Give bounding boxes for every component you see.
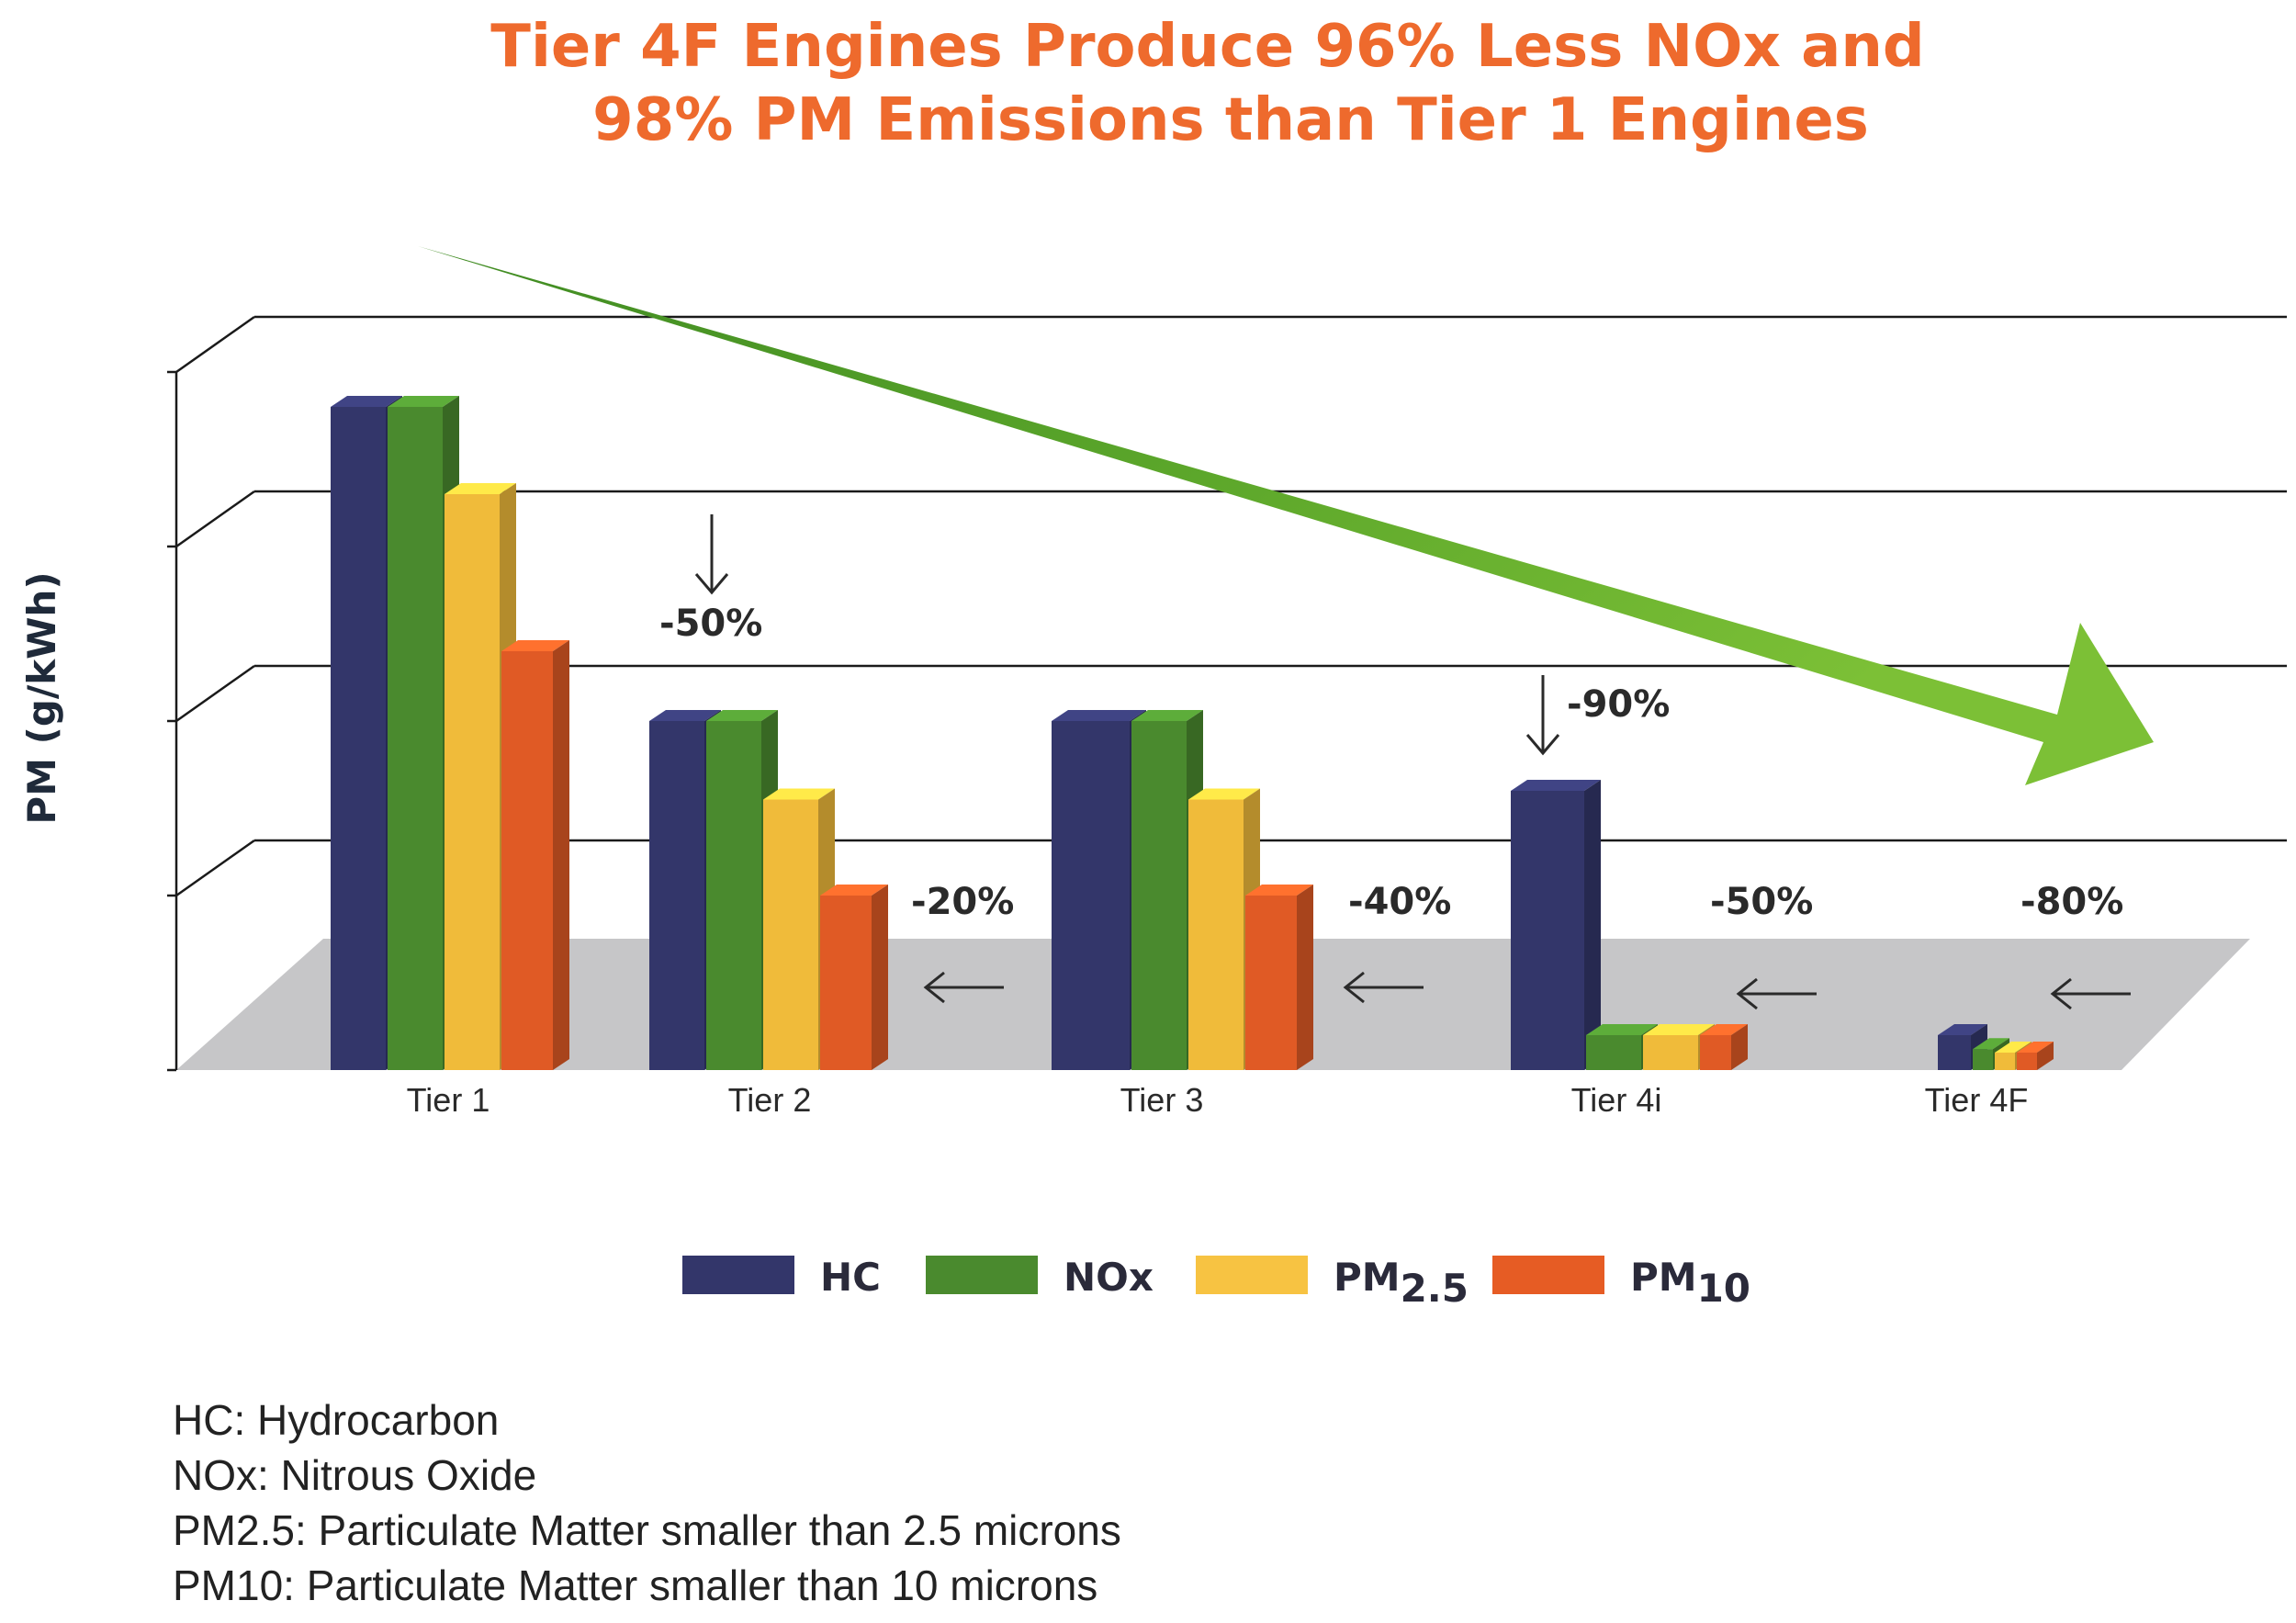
down-arrow-icon — [1525, 675, 1560, 756]
x-tick-label: Tier 1 — [407, 1081, 490, 1119]
trend-arrow-icon — [418, 246, 2154, 785]
chart-title-line-2: 98% PM Emissions than Tier 1 Engines — [592, 86, 1869, 154]
legend: HC NOx PM2.5 PM10 — [682, 1255, 1750, 1311]
legend-swatch-pm25 — [1196, 1256, 1308, 1294]
legend-label-pm25: PM2.5 — [1334, 1255, 1469, 1311]
annotation-label: -80% — [2020, 881, 2123, 923]
x-tick-label: Tier 2 — [728, 1081, 812, 1119]
legend-swatch-pm10 — [1492, 1256, 1604, 1294]
y-axis-label: PM (g/kWh) — [19, 571, 64, 824]
legend-swatch-hc — [682, 1256, 794, 1294]
gridline-diagonal — [175, 839, 255, 897]
annotation-label: -40% — [1348, 881, 1451, 923]
bar-pm10-tier-1 — [501, 640, 569, 1070]
bar-pm25-tier-2 — [763, 788, 835, 1070]
left-arrow-icon — [2050, 977, 2131, 1010]
legend-label-pm10: PM10 — [1630, 1255, 1750, 1311]
bar-hc-tier-4i — [1511, 780, 1601, 1070]
note-nox: NOx: Nitrous Oxide — [173, 1451, 536, 1499]
left-arrow-icon — [1343, 971, 1424, 1004]
down-arrow-icon — [694, 514, 729, 595]
note-hc: HC: Hydrocarbon — [173, 1396, 499, 1444]
legend-swatch-nox — [926, 1256, 1038, 1294]
x-tick-label: Tier 4F — [1925, 1081, 2029, 1119]
chart-title-line-1: Tier 4F Engines Produce 96% Less NOx and — [490, 13, 1924, 81]
gridline-diagonal — [175, 315, 255, 374]
bar-pm10-tier-3 — [1245, 885, 1313, 1070]
x-tick-label: Tier 3 — [1120, 1081, 1204, 1119]
legend-label-nox: NOx — [1064, 1255, 1154, 1300]
annotation-label: -50% — [1710, 881, 1813, 923]
bar-pm10-tier-2 — [820, 885, 888, 1070]
left-arrow-icon — [923, 971, 1004, 1004]
x-tick-label: Tier 4i — [1571, 1081, 1662, 1119]
annotation-label: -90% — [1567, 683, 1670, 726]
left-arrow-icon — [1736, 977, 1817, 1010]
bar-pm10-tier-4i — [1700, 1024, 1748, 1070]
note-pm10: PM10: Particulate Matter smaller than 10… — [173, 1561, 1097, 1609]
legend-label-hc: HC — [820, 1255, 881, 1300]
bar-pm10-tier-4f — [2017, 1042, 2054, 1070]
annotation-label: -20% — [911, 881, 1014, 923]
annotation-label: -50% — [659, 603, 762, 645]
note-pm25: PM2.5: Particulate Matter smaller than 2… — [173, 1506, 1121, 1554]
gridline-diagonal — [175, 490, 255, 548]
gridline-diagonal — [175, 664, 255, 723]
